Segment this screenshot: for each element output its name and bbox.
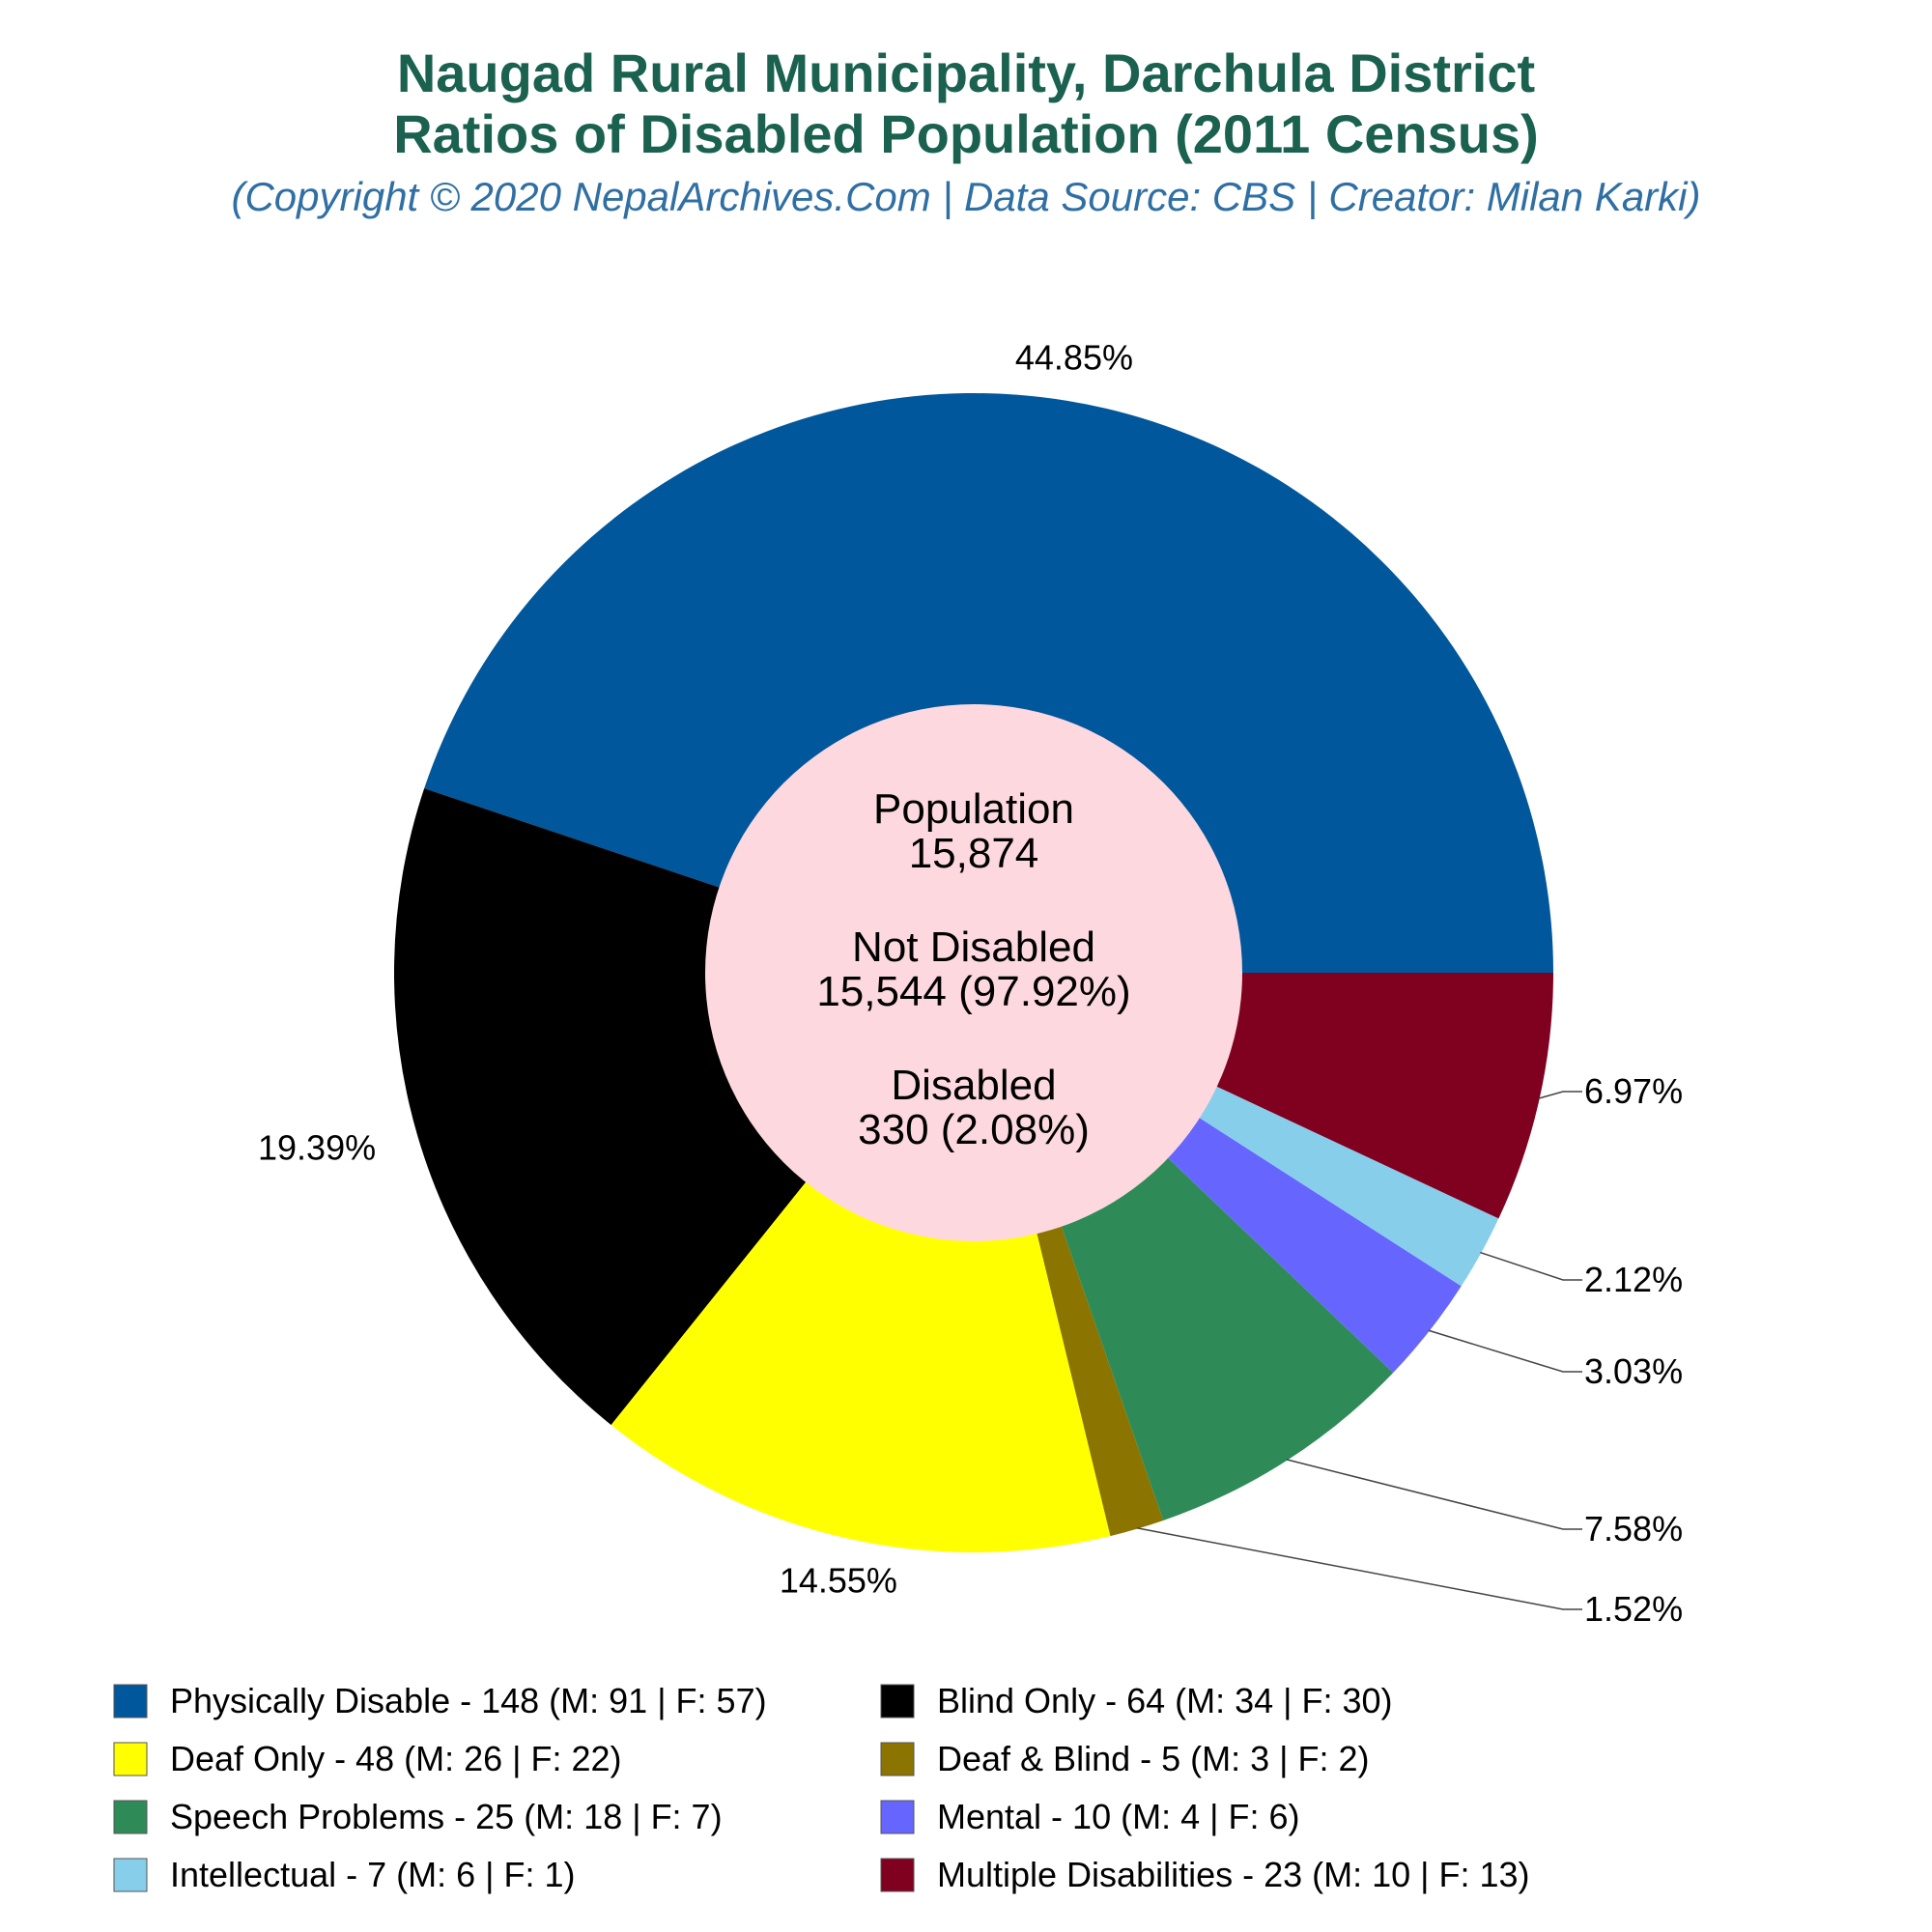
legend-swatch-deaf-only (113, 1742, 148, 1776)
slice-label-intellectual: 2.12% (1584, 1260, 1683, 1299)
center-disabled-label: Disabled (891, 1062, 1056, 1109)
chart-legend: Physically Disable - 148 (M: 91 | F: 57)… (113, 1681, 1530, 1894)
legend-swatch-deaf-blind (880, 1742, 915, 1776)
leader-line-intellectual (1480, 1251, 1582, 1281)
slice-label-mental: 3.03% (1584, 1351, 1683, 1391)
leader-line-multiple-disabilities (1538, 1091, 1582, 1099)
center-not-disabled-label: Not Disabled (852, 923, 1095, 971)
legend-label-multiple-disabilities: Multiple Disabilities - 23 (M: 10 | F: 1… (937, 1855, 1530, 1894)
legend-swatch-blind-only (880, 1684, 915, 1719)
slice-label-deaf-only: 14.55% (780, 1561, 897, 1601)
label-leader-lines (1136, 1091, 1582, 1610)
legend-label-physically-disable: Physically Disable - 148 (M: 91 | F: 57) (170, 1681, 767, 1720)
legend-swatch-intellectual (113, 1858, 148, 1892)
slice-label-deaf-blind: 1.52% (1584, 1589, 1683, 1629)
center-not-disabled-value: 15,544 (97.92%) (816, 968, 1130, 1015)
legend-label-blind-only: Blind Only - 64 (M: 34 | F: 30) (937, 1681, 1393, 1720)
slice-label-physically-disable: 44.85% (1015, 337, 1133, 377)
slice-label-blind-only: 19.39% (258, 1128, 376, 1168)
legend-label-speech-problems: Speech Problems - 25 (M: 18 | F: 7) (170, 1797, 723, 1836)
legend-label-mental: Mental - 10 (M: 4 | F: 6) (937, 1797, 1299, 1836)
legend-swatch-multiple-disabilities (880, 1858, 915, 1892)
pie-slice-physically-disable (424, 393, 1554, 973)
chart-title-line1: Naugad Rural Municipality, Darchula Dist… (397, 43, 1535, 103)
center-population-value: 15,874 (909, 830, 1039, 877)
slice-label-multiple-disabilities: 6.97% (1584, 1071, 1683, 1111)
leader-line-speech-problems (1286, 1459, 1582, 1530)
chart-subtitle: (Copyright © 2020 NepalArchives.Com | Da… (231, 174, 1700, 220)
legend-label-intellectual: Intellectual - 7 (M: 6 | F: 1) (170, 1855, 575, 1894)
legend-label-deaf-only: Deaf Only - 48 (M: 26 | F: 22) (170, 1739, 622, 1778)
legend-swatch-physically-disable (113, 1684, 148, 1719)
legend-label-deaf-blind: Deaf & Blind - 5 (M: 3 | F: 2) (937, 1739, 1370, 1778)
legend-swatch-mental (880, 1800, 915, 1834)
legend-swatch-speech-problems (113, 1800, 148, 1834)
slice-percentage-labels: 44.85% 19.39% 14.55% 1.52% 7.58% 3.03% 2.12% 6.… (258, 337, 1683, 1629)
center-disabled-value: 330 (2.08%) (858, 1106, 1090, 1153)
chart-title-line2: Ratios of Disabled Population (2011 Cens… (393, 103, 1539, 164)
center-info-circle (705, 704, 1242, 1241)
leader-line-mental (1428, 1329, 1582, 1373)
center-population-label: Population (873, 785, 1074, 833)
leader-line-deaf-blind (1136, 1526, 1582, 1610)
slice-label-speech-problems: 7.58% (1584, 1509, 1683, 1548)
